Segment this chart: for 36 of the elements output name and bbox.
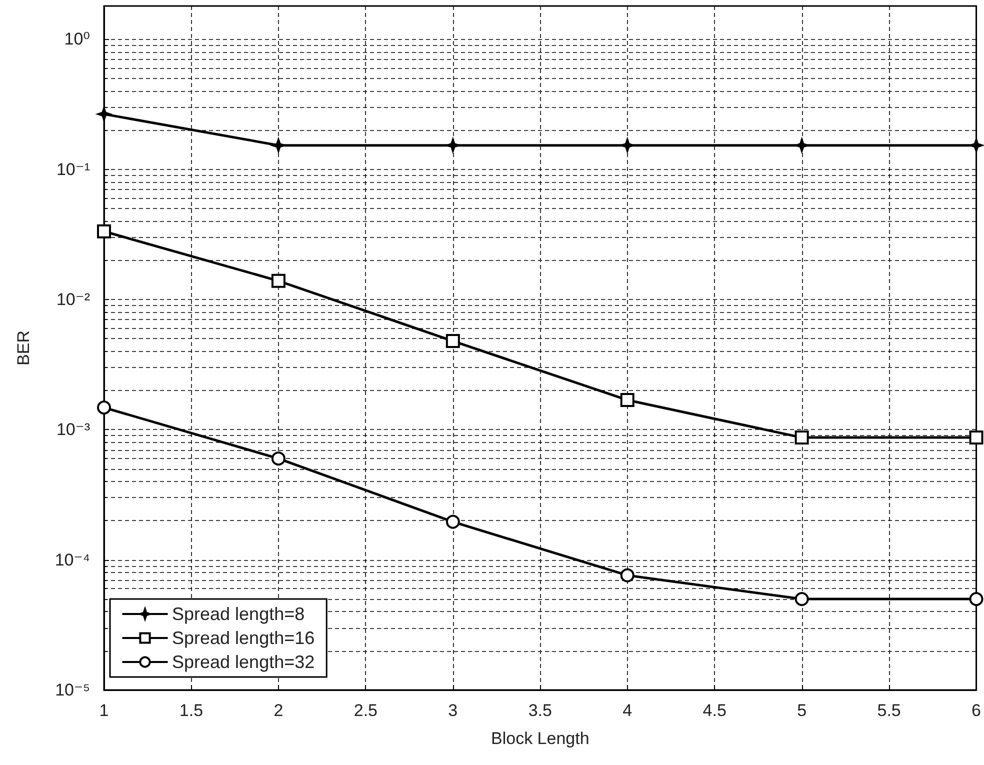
x-tick-label: 2: [274, 701, 284, 720]
point: [271, 274, 286, 288]
y-axis-title: BER: [14, 330, 33, 366]
x-axis-title: Block Length: [490, 729, 590, 748]
x-tick-label: 2.5: [354, 701, 378, 720]
point: [97, 400, 111, 415]
point: [794, 592, 809, 606]
point: [620, 393, 634, 408]
x-tick-label: 1: [99, 701, 109, 720]
x-tick-label: 4: [622, 701, 632, 720]
point: [794, 430, 809, 445]
point: [446, 514, 460, 529]
point: [446, 334, 460, 348]
x-tick-label: 6: [972, 701, 982, 720]
y-tick-label: 10⁻²: [56, 290, 90, 310]
point: [970, 138, 983, 152]
legend-label: Spread length=16: [172, 628, 315, 648]
y-tick-label: 10⁻³: [56, 420, 90, 440]
point: [620, 568, 634, 582]
y-tick-label: 10⁰: [64, 30, 90, 49]
y-tick-label: 10⁻⁴: [54, 550, 90, 570]
point: [271, 452, 286, 466]
point: [969, 592, 984, 606]
point: [97, 224, 111, 238]
legend-label: Spread length=8: [172, 604, 305, 624]
y-tick-label: 10⁻⁵: [55, 680, 90, 700]
x-tick-label: 4.5: [702, 701, 726, 720]
x-tick-label: 5.5: [877, 701, 901, 720]
y-tick-label: 10⁻¹: [56, 160, 90, 179]
point: [969, 430, 984, 445]
legend-label: Spread length=32: [172, 652, 315, 672]
x-tick-label: 3: [448, 701, 458, 720]
x-tick-label: 3.5: [528, 701, 552, 720]
x-tick-label: 5: [797, 701, 807, 720]
point: [795, 138, 808, 152]
x-tick-label: 1.5: [179, 701, 204, 720]
